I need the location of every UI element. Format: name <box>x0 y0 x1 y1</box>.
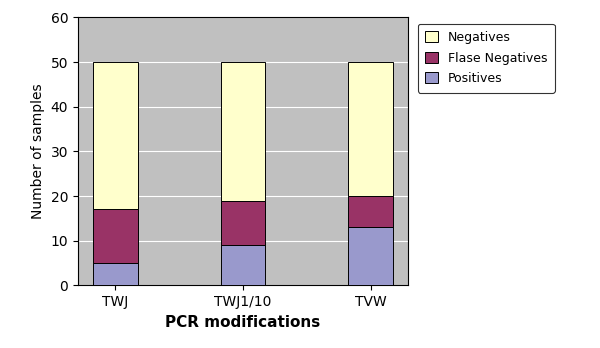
Y-axis label: Number of samples: Number of samples <box>31 84 45 219</box>
Bar <box>221 62 265 200</box>
Bar <box>93 62 137 209</box>
X-axis label: PCR modifications: PCR modifications <box>166 315 320 330</box>
Bar <box>93 209 137 263</box>
Bar <box>349 62 393 196</box>
Legend: Negatives, Flase Negatives, Positives: Negatives, Flase Negatives, Positives <box>418 24 554 93</box>
Bar <box>221 200 265 245</box>
Bar <box>93 263 137 285</box>
Bar <box>349 227 393 285</box>
Bar <box>349 196 393 227</box>
Bar <box>221 245 265 285</box>
